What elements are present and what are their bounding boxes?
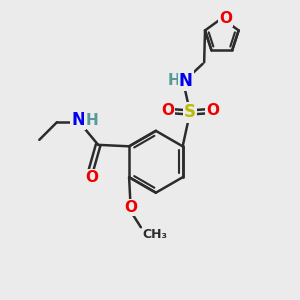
Text: N: N	[71, 111, 85, 129]
Text: O: O	[219, 11, 232, 26]
Text: CH₃: CH₃	[142, 228, 167, 241]
Text: O: O	[85, 170, 98, 185]
Text: O: O	[161, 103, 174, 118]
Text: N: N	[179, 72, 193, 90]
Text: O: O	[124, 200, 137, 215]
Text: H: H	[85, 112, 98, 128]
Text: H: H	[168, 73, 181, 88]
Text: O: O	[206, 103, 219, 118]
Text: S: S	[184, 103, 196, 122]
